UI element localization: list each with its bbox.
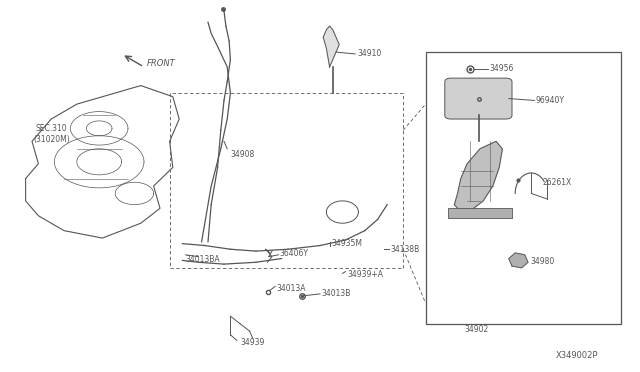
Text: (31020M): (31020M) [33, 135, 70, 144]
Polygon shape [509, 253, 528, 268]
Text: 34910: 34910 [357, 49, 381, 58]
Text: X349002P: X349002P [556, 351, 598, 360]
Text: 34939: 34939 [240, 339, 264, 347]
Text: SEC.310: SEC.310 [35, 124, 67, 133]
Text: 36406Y: 36406Y [280, 249, 308, 258]
Text: FRONT: FRONT [147, 59, 176, 68]
Bar [426, 52, 621, 324]
Text: 34908: 34908 [230, 150, 255, 159]
Text: 34138B: 34138B [390, 245, 420, 254]
Text: 34939+A: 34939+A [348, 270, 383, 279]
Text: 34902: 34902 [465, 325, 489, 334]
Text: 96940Y: 96940Y [536, 96, 564, 105]
Text: 34956: 34956 [489, 64, 513, 73]
Text: 26261X: 26261X [543, 178, 572, 187]
Text: 34013BA: 34013BA [186, 255, 220, 264]
Text: 34980: 34980 [530, 257, 554, 266]
Text: 34935M: 34935M [332, 239, 362, 248]
Bar [448, 208, 512, 218]
Text: 34013A: 34013A [276, 284, 306, 293]
FancyBboxPatch shape [445, 78, 512, 119]
Polygon shape [323, 26, 339, 67]
Polygon shape [454, 141, 502, 212]
Text: 34013B: 34013B [321, 289, 351, 298]
